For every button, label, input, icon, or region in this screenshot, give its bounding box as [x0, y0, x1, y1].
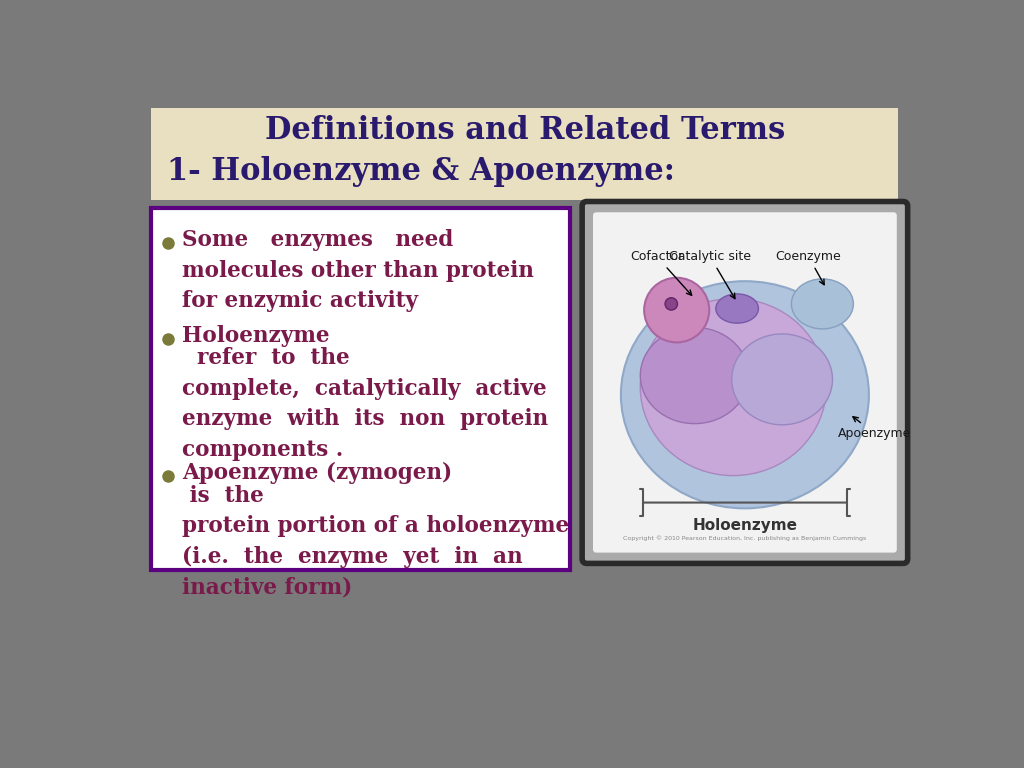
Circle shape	[644, 278, 710, 343]
FancyBboxPatch shape	[152, 207, 569, 570]
FancyBboxPatch shape	[593, 212, 897, 553]
Ellipse shape	[640, 299, 826, 475]
Text: Holoenzyme: Holoenzyme	[692, 518, 798, 533]
Ellipse shape	[732, 334, 833, 425]
FancyBboxPatch shape	[152, 108, 898, 200]
Text: Cofactor: Cofactor	[630, 250, 691, 296]
Ellipse shape	[640, 327, 749, 424]
Text: Holoenzyme: Holoenzyme	[182, 326, 330, 347]
Ellipse shape	[621, 281, 869, 508]
Ellipse shape	[716, 294, 759, 323]
Text: Apoenzyme: Apoenzyme	[838, 417, 911, 440]
Text: Copyright © 2010 Pearson Education, Inc. publishing as Benjamin Cummings: Copyright © 2010 Pearson Education, Inc.…	[624, 536, 866, 541]
Text: Some   enzymes   need
molecules other than protein
for enzymic activity: Some enzymes need molecules other than p…	[182, 229, 535, 313]
Ellipse shape	[792, 279, 853, 329]
Circle shape	[665, 298, 678, 310]
FancyBboxPatch shape	[583, 201, 907, 564]
Text: Definitions and Related Terms: Definitions and Related Terms	[264, 115, 785, 146]
Text: 1- Holoenzyme & Apoenzyme:: 1- Holoenzyme & Apoenzyme:	[167, 156, 675, 187]
Text: Coenzyme: Coenzyme	[775, 250, 842, 285]
Text: Apoenzyme (zymogen): Apoenzyme (zymogen)	[182, 462, 453, 484]
Text: Catalytic site: Catalytic site	[669, 250, 751, 299]
Text: refer  to  the
complete,  catalytically  active
enzyme  with  its  non  protein
: refer to the complete, catalytically act…	[182, 347, 549, 461]
Text: is  the
protein portion of a holoenzyme
(i.e.  the  enzyme  yet  in  an
inactive: is the protein portion of a holoenzyme (…	[182, 485, 569, 598]
